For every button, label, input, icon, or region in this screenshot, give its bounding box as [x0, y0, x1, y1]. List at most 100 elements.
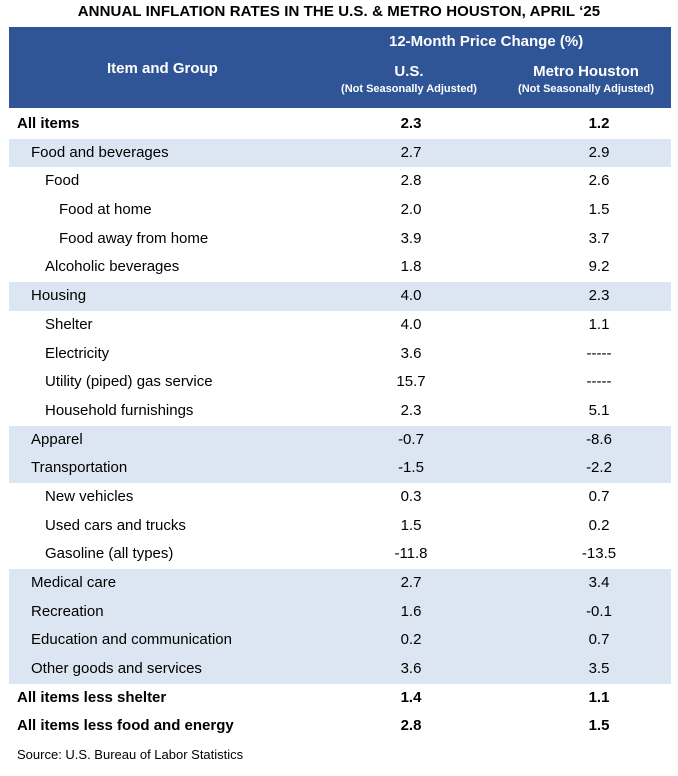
us-value: -11.8 [394, 545, 428, 563]
source-note: Source: U.S. Bureau of Labor Statistics [17, 747, 244, 762]
us-value: 2.3 [400, 401, 422, 419]
houston-value: 3.7 [588, 229, 610, 247]
row-label: Gasoline (all types) [45, 545, 174, 563]
table-row: Recreation 1.6 -0.1 [9, 597, 671, 627]
header-item-and-group: Item and Group [107, 60, 218, 77]
houston-value: 5.1 [588, 401, 610, 419]
row-label: Transportation [31, 459, 128, 477]
table-row: Food away from home 3.9 3.7 [9, 225, 671, 254]
table-row: Used cars and trucks 1.5 0.2 [9, 512, 671, 541]
table-row: Gasoline (all types) -11.8 -13.5 [9, 540, 671, 569]
row-label: Other goods and services [31, 660, 202, 678]
houston-value: 1.1 [588, 315, 610, 333]
us-value: 1.5 [400, 516, 422, 534]
row-label: All items less food and energy [17, 717, 234, 735]
us-value: 2.7 [400, 574, 422, 591]
row-label: Household furnishings [45, 401, 194, 419]
table-row: Housing 4.0 2.3 [9, 282, 671, 311]
houston-value: -2.2 [586, 459, 612, 477]
row-label: New vehicles [45, 487, 134, 505]
table-row: Food and beverages 2.7 2.9 [9, 138, 671, 168]
row-label: Utility (piped) gas service [45, 373, 213, 391]
us-value: 4.0 [400, 287, 422, 305]
us-value: 0.2 [400, 631, 422, 649]
table-row: Household furnishings 2.3 5.1 [9, 397, 671, 426]
header-us-sublabel: (Not Seasonally Adjusted) [341, 83, 477, 95]
table-title: ANNUAL INFLATION RATES IN THE U.S. & MET… [77, 3, 601, 20]
row-label: Alcoholic beverages [45, 258, 180, 276]
us-value: -0.7 [398, 430, 424, 448]
houston-value: 3.4 [588, 574, 610, 591]
houston-value: 0.7 [588, 487, 610, 505]
row-label: Electricity [45, 344, 110, 362]
header-houston-label: Metro Houston [533, 63, 639, 80]
us-value: 2.0 [400, 201, 422, 219]
header-us-label: U.S. [394, 63, 424, 80]
houston-value: 1.5 [588, 717, 610, 735]
table-row: All items less food and energy 2.8 1.5 [9, 712, 671, 741]
table-row: All items less shelter 1.4 1.1 [9, 684, 671, 713]
table-row: New vehicles 0.3 0.7 [9, 483, 671, 512]
table-row: Medical care 2.7 3.4 [9, 569, 671, 598]
us-value: 2.8 [400, 172, 422, 190]
row-label: Food [45, 172, 80, 190]
row-label: Shelter [45, 315, 93, 333]
houston-value: -8.6 [586, 430, 612, 448]
header-houston-sublabel: (Not Seasonally Adjusted) [518, 83, 654, 95]
houston-value: 1.1 [588, 688, 610, 706]
houston-value: ----- [586, 344, 612, 362]
us-value: 1.4 [400, 688, 422, 706]
table-header: Item and Group 12-Month Price Change (%)… [9, 27, 671, 108]
row-label: Recreation [31, 602, 104, 620]
row-label: Apparel [31, 430, 83, 448]
houston-value: 0.2 [588, 516, 610, 534]
us-value: 1.6 [400, 602, 422, 620]
row-label: All items [17, 115, 80, 132]
houston-value: 2.3 [588, 287, 610, 305]
table-row: All items 2.3 1.2 [9, 110, 671, 139]
table-row: Apparel -0.7 -8.6 [9, 425, 671, 455]
us-value: 1.8 [400, 258, 422, 276]
table-row: Utility (piped) gas service 15.7 ----- [9, 368, 671, 397]
table-row: Food at home 2.0 1.5 [9, 196, 671, 225]
us-value: 0.3 [400, 487, 422, 505]
us-value: 2.3 [400, 115, 422, 132]
row-label: Food and beverages [31, 143, 169, 161]
table-row: Alcoholic beverages 1.8 9.2 [9, 253, 671, 282]
houston-value: 2.9 [588, 143, 610, 161]
houston-value: ----- [586, 373, 612, 391]
header-houston-column: Metro Houston (Not Seasonally Adjusted) [506, 63, 666, 96]
table-row: Electricity 3.6 ----- [9, 340, 671, 369]
us-value: 15.7 [396, 373, 426, 391]
us-value: 3.6 [400, 344, 422, 362]
us-value: 3.6 [400, 660, 422, 678]
houston-value: 0.7 [588, 631, 610, 649]
us-value: 3.9 [400, 229, 422, 247]
houston-value: 1.2 [588, 115, 610, 132]
header-price-change: 12-Month Price Change (%) [389, 33, 584, 50]
table-body: All items 2.3 1.2 Food and beverages 2.7… [9, 110, 671, 741]
us-value: 4.0 [400, 315, 422, 333]
row-label: Education and communication [31, 631, 232, 649]
houston-value: 1.5 [588, 201, 610, 219]
us-value: -1.5 [398, 459, 424, 477]
houston-value: 3.5 [588, 660, 610, 678]
table-row: Other goods and services 3.6 3.5 [9, 655, 671, 684]
row-label: All items less shelter [17, 688, 167, 706]
header-us-column: U.S. (Not Seasonally Adjusted) [329, 63, 489, 96]
us-value: 2.8 [400, 717, 422, 735]
table-row: Shelter 4.0 1.1 [9, 311, 671, 340]
houston-value: -0.1 [586, 602, 612, 620]
table-row: Food 2.8 2.6 [9, 167, 671, 196]
row-label: Used cars and trucks [45, 516, 186, 534]
houston-value: 9.2 [588, 258, 610, 276]
row-label: Housing [31, 287, 87, 305]
row-label: Medical care [31, 574, 117, 591]
table-row: Transportation -1.5 -2.2 [9, 454, 671, 483]
row-label: Food away from home [59, 229, 209, 247]
us-value: 2.7 [400, 143, 422, 161]
houston-value: 2.6 [588, 172, 610, 190]
row-label: Food at home [59, 201, 152, 219]
houston-value: -13.5 [581, 545, 617, 563]
table-row: Education and communication 0.2 0.7 [9, 626, 671, 656]
